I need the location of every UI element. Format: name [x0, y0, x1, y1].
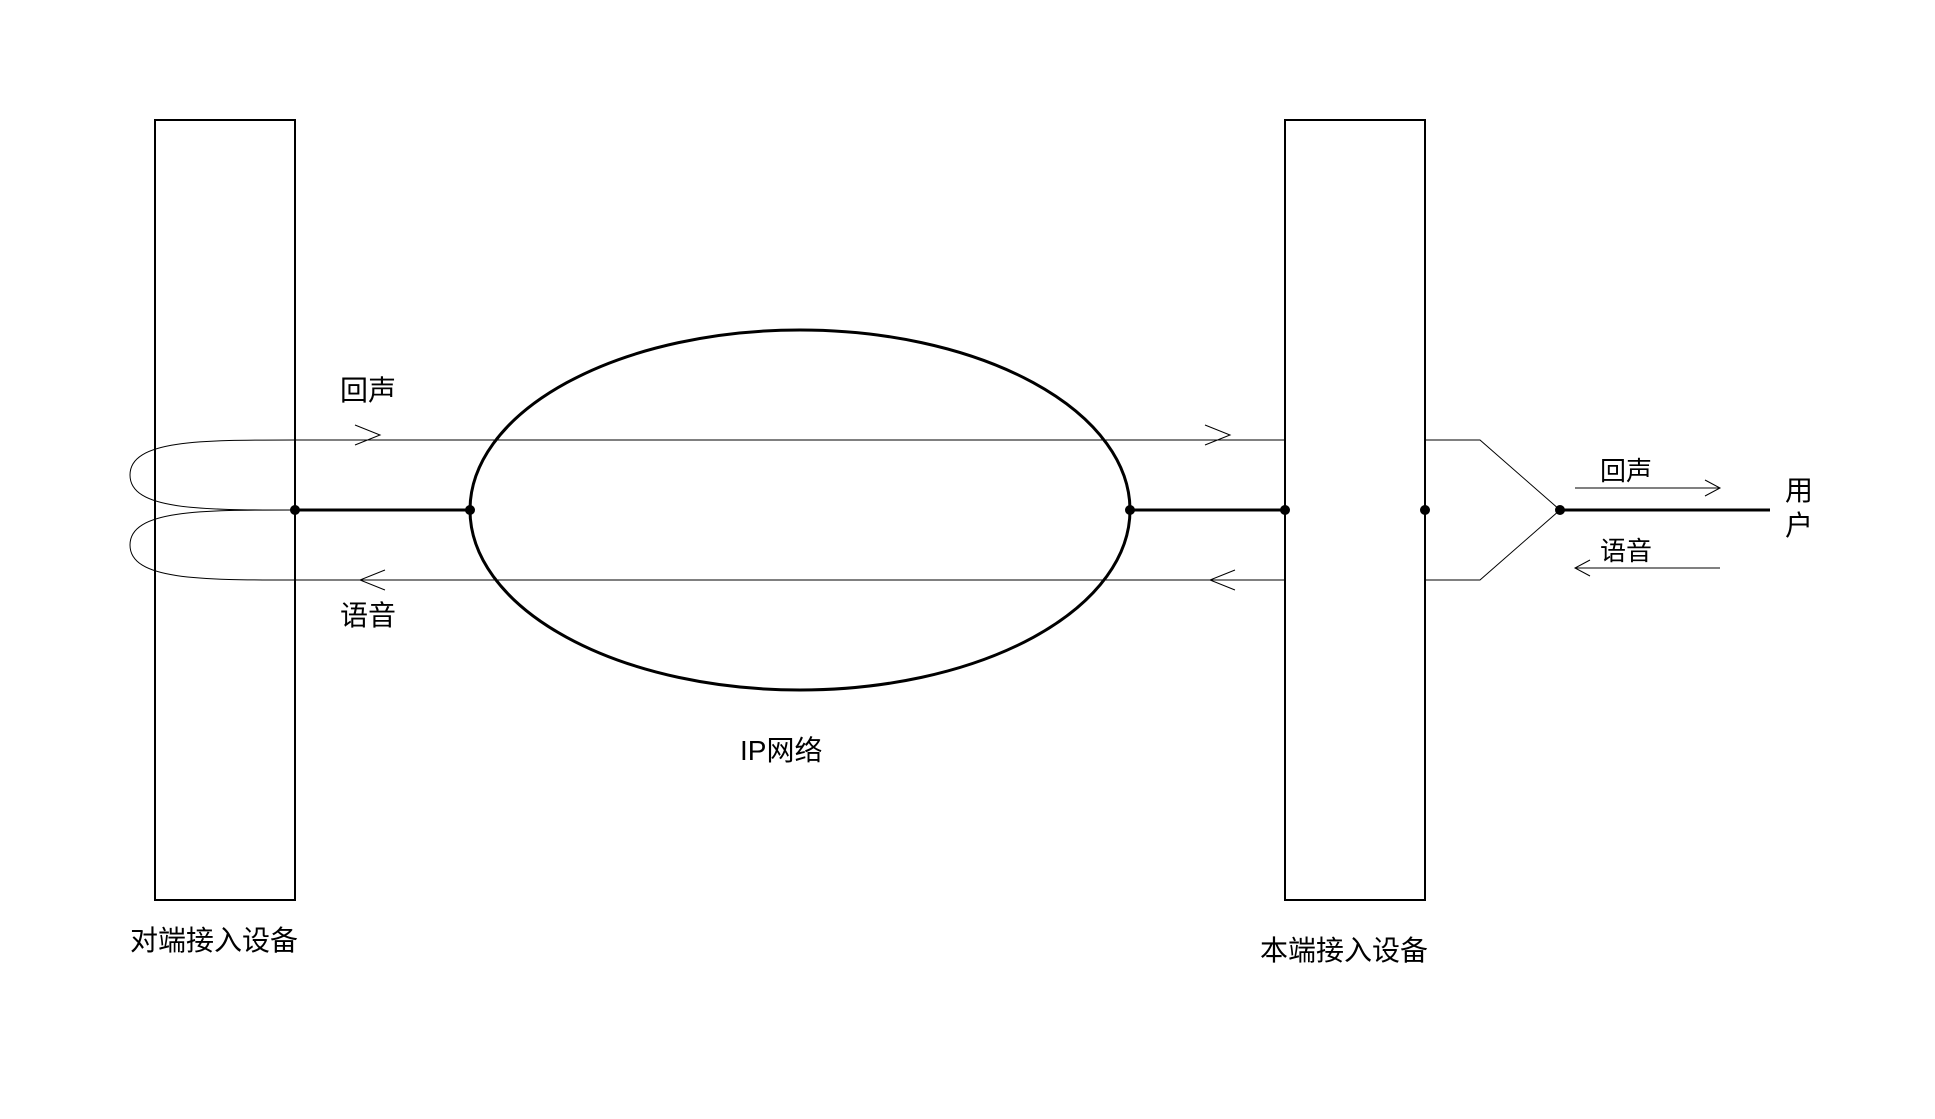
ip-network-label: IP网络 [740, 735, 822, 766]
echo-arrow-2 [1205, 425, 1230, 445]
voice-path-right [1425, 510, 1560, 580]
user-label-1: 用 [1785, 475, 1813, 506]
user-label-2: 户 [1785, 510, 1813, 541]
echo-arrow-1 [355, 425, 380, 445]
left-box-label: 对端接入设备 [130, 925, 298, 956]
ip-network-ellipse [470, 330, 1130, 690]
dot-ellipse-left [465, 505, 475, 515]
echo-path-right [1425, 440, 1560, 510]
user-echo-label: 回声 [1600, 456, 1652, 486]
dot-right-box-left [1280, 505, 1290, 515]
user-voice-label: 语音 [1600, 536, 1652, 566]
right-box-label: 本端接入设备 [1260, 935, 1428, 966]
dot-right-box-right [1420, 505, 1430, 515]
echo-top-label: 回声 [340, 375, 396, 406]
network-diagram: 对端接入设备 本端接入设备 IP网络 回声 语音 回声 语音 用 户 [0, 0, 1935, 1119]
voice-bottom-label: 语音 [340, 600, 396, 631]
right-device-box [1285, 120, 1425, 900]
dot-ellipse-right [1125, 505, 1135, 515]
